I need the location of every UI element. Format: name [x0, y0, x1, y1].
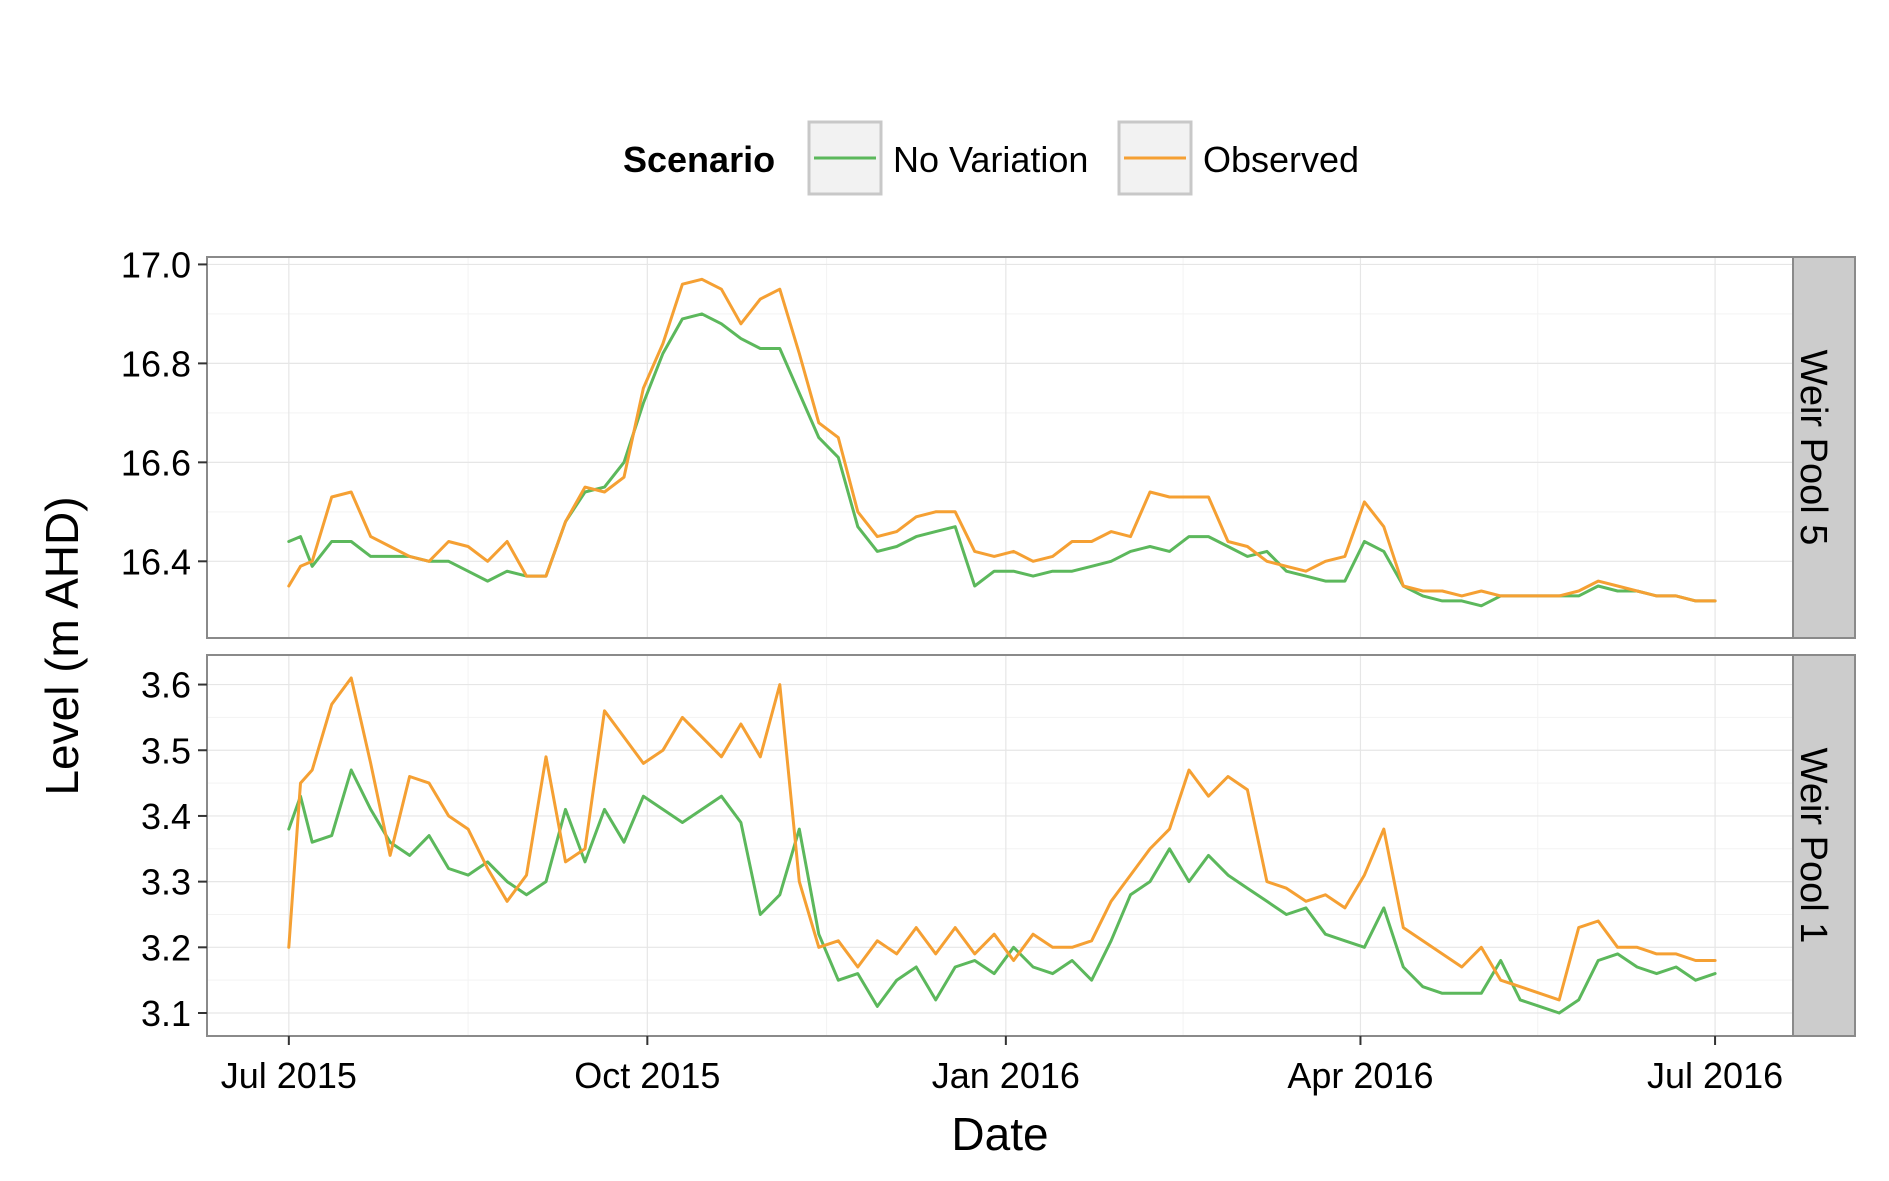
y-tick-label: 16.4: [121, 541, 191, 582]
legend: Scenario No Variation Observed: [623, 120, 1359, 196]
legend-title: Scenario: [623, 139, 775, 180]
y-tick-label: 16.8: [121, 343, 191, 384]
panel-gridlines: [207, 257, 1793, 638]
series-line-observed: [287, 676, 1717, 1002]
strip-label-weir-pool-1: Weir Pool 1: [1792, 748, 1834, 944]
x-tick-label: Oct 2015: [574, 1055, 720, 1096]
strip-background: [1792, 654, 1856, 1037]
series-line-no-variation: [287, 768, 1717, 1015]
x-axis-title: Date: [951, 1108, 1048, 1160]
y-tick-label: 16.6: [121, 442, 191, 483]
y-tick-label: 17.0: [121, 244, 191, 285]
y-axis-title: Level (m AHD): [36, 496, 88, 795]
panel-weir-pool-5: Weir Pool 5 16.4 16.6 16.8 17.0: [121, 244, 1856, 639]
x-tick-label: Apr 2016: [1287, 1055, 1433, 1096]
panel-series: [287, 277, 1717, 608]
strip-label-weir-pool-5: Weir Pool 5: [1792, 350, 1834, 546]
x-axis: Jul 2015 Oct 2015 Jan 2016 Apr 2016 Jul 2016: [221, 1036, 1783, 1096]
legend-label-no-variation: No Variation: [893, 139, 1088, 180]
panel-weir-pool-1: Weir Pool 1 3.1 3.2 3.3 3.4 3.5 3.6: [141, 654, 1856, 1037]
panel-gridlines: [207, 655, 1793, 1036]
x-tick-label: Jan 2016: [932, 1055, 1080, 1096]
y-tick-label: 3.2: [141, 927, 191, 968]
legend-label-observed: Observed: [1203, 139, 1359, 180]
y-tick-label: 3.3: [141, 862, 191, 903]
y-axis-weir-pool-5: 16.4 16.6 16.8 17.0: [121, 244, 207, 582]
y-tick-label: 3.6: [141, 665, 191, 706]
y-axis-weir-pool-1: 3.1 3.2 3.3 3.4 3.5 3.6: [141, 665, 207, 1034]
panel-series: [287, 676, 1717, 1015]
y-tick-label: 3.1: [141, 993, 191, 1034]
y-tick-label: 3.5: [141, 730, 191, 771]
x-tick-label: Jul 2016: [1647, 1055, 1783, 1096]
y-tick-label: 3.4: [141, 796, 191, 837]
strip-background: [1792, 256, 1856, 639]
series-line-observed: [287, 277, 1717, 603]
series-line-no-variation: [287, 312, 1717, 608]
x-tick-label: Jul 2015: [221, 1055, 357, 1096]
